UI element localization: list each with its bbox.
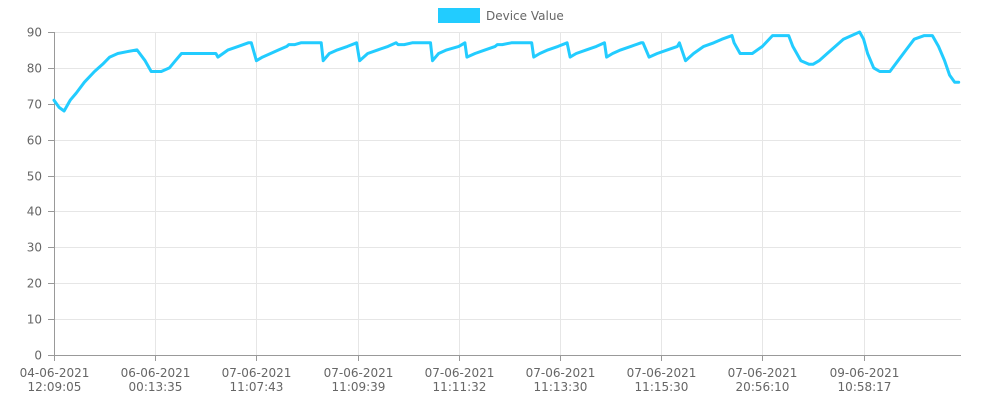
x-tick-label-time: 11:15:30: [635, 380, 689, 394]
y-tick-label: 30: [27, 241, 42, 255]
y-tick-label: 10: [27, 313, 42, 327]
legend-swatch: [438, 8, 480, 23]
x-tick-label-time: 11:07:43: [230, 380, 284, 394]
x-tick-label-date: 07-06-2021: [728, 366, 798, 380]
y-tick-label: 0: [34, 349, 42, 363]
legend-label: Device Value: [486, 9, 564, 23]
y-tick-label: 80: [27, 62, 42, 76]
y-axis: 0 10 20 30 40 50 60 70 80 90: [27, 26, 54, 363]
x-tick-label-time: 00:13:35: [129, 380, 183, 394]
x-tick-label-date: 07-06-2021: [627, 366, 697, 380]
x-tick-label-date: 07-06-2021: [425, 366, 495, 380]
y-tick-label: 60: [27, 134, 42, 148]
x-tick-label-time: 11:13:30: [534, 380, 588, 394]
x-tick-label-time: 11:11:32: [433, 380, 487, 394]
y-tick-label: 40: [27, 205, 42, 219]
y-tick-label: 50: [27, 170, 42, 184]
y-tick-label: 20: [27, 277, 42, 291]
plot-area: [54, 32, 959, 111]
x-tick-label-date: 04-06-2021: [20, 366, 90, 380]
x-tick-label-time: 10:58:17: [838, 380, 892, 394]
x-tick-label-time: 12:09:05: [28, 380, 82, 394]
x-tick-label-date: 06-06-2021: [121, 366, 191, 380]
y-tick-label: 70: [27, 98, 42, 112]
x-tick-label-date: 07-06-2021: [222, 366, 292, 380]
legend[interactable]: Device Value: [438, 8, 564, 23]
grid: [54, 32, 961, 356]
x-tick-label-date: 07-06-2021: [324, 366, 394, 380]
y-tick-label: 90: [27, 26, 42, 40]
x-tick-label-time: 11:09:39: [332, 380, 386, 394]
x-tick-label-date: 09-06-2021: [830, 366, 900, 380]
x-tick-label-date: 07-06-2021: [526, 366, 596, 380]
x-tick-label-time: 20:56:10: [736, 380, 790, 394]
series-line-device-value: [54, 32, 959, 111]
